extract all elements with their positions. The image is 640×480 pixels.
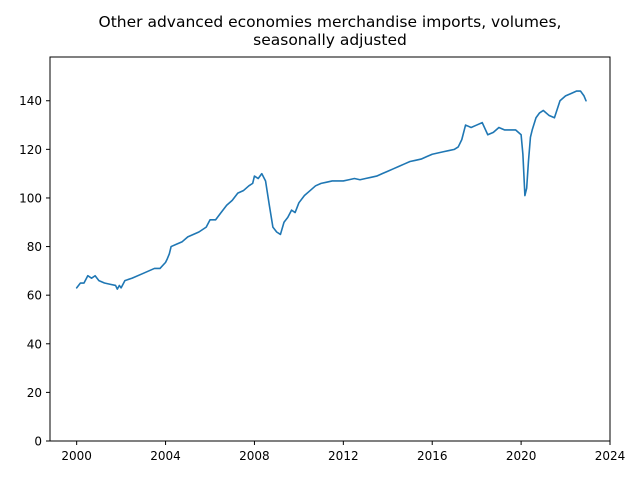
axes-frame xyxy=(49,56,611,442)
chart-title-line-2: seasonally adjusted xyxy=(253,31,407,49)
plot-area: 2000 2004 2008 2012 2016 2020 2024 0 20 40 60 80 100… xyxy=(19,56,626,463)
y-tick-label: 80 xyxy=(27,240,42,254)
x-tick-label: 2004 xyxy=(150,449,181,463)
x-tick-label: 2016 xyxy=(417,449,448,463)
chart-title-line-1: Other advanced economies merchandise imp… xyxy=(99,13,562,31)
x-tick-label: 2012 xyxy=(328,449,359,463)
x-tick-label: 2020 xyxy=(506,449,537,463)
y-tick-label: 0 xyxy=(34,435,42,449)
series-line-0 xyxy=(75,90,587,290)
y-tick-label: 60 xyxy=(27,289,42,303)
x-tick-label: 2024 xyxy=(595,449,626,463)
y-tick-label: 120 xyxy=(19,143,42,157)
y-tick-label: 20 xyxy=(27,386,42,400)
y-tick-label: 140 xyxy=(19,94,42,108)
y-tick-label: 100 xyxy=(19,191,42,205)
x-tick-label: 2008 xyxy=(239,449,270,463)
x-tick-label: 2000 xyxy=(61,449,92,463)
y-tick-label: 40 xyxy=(27,337,42,351)
